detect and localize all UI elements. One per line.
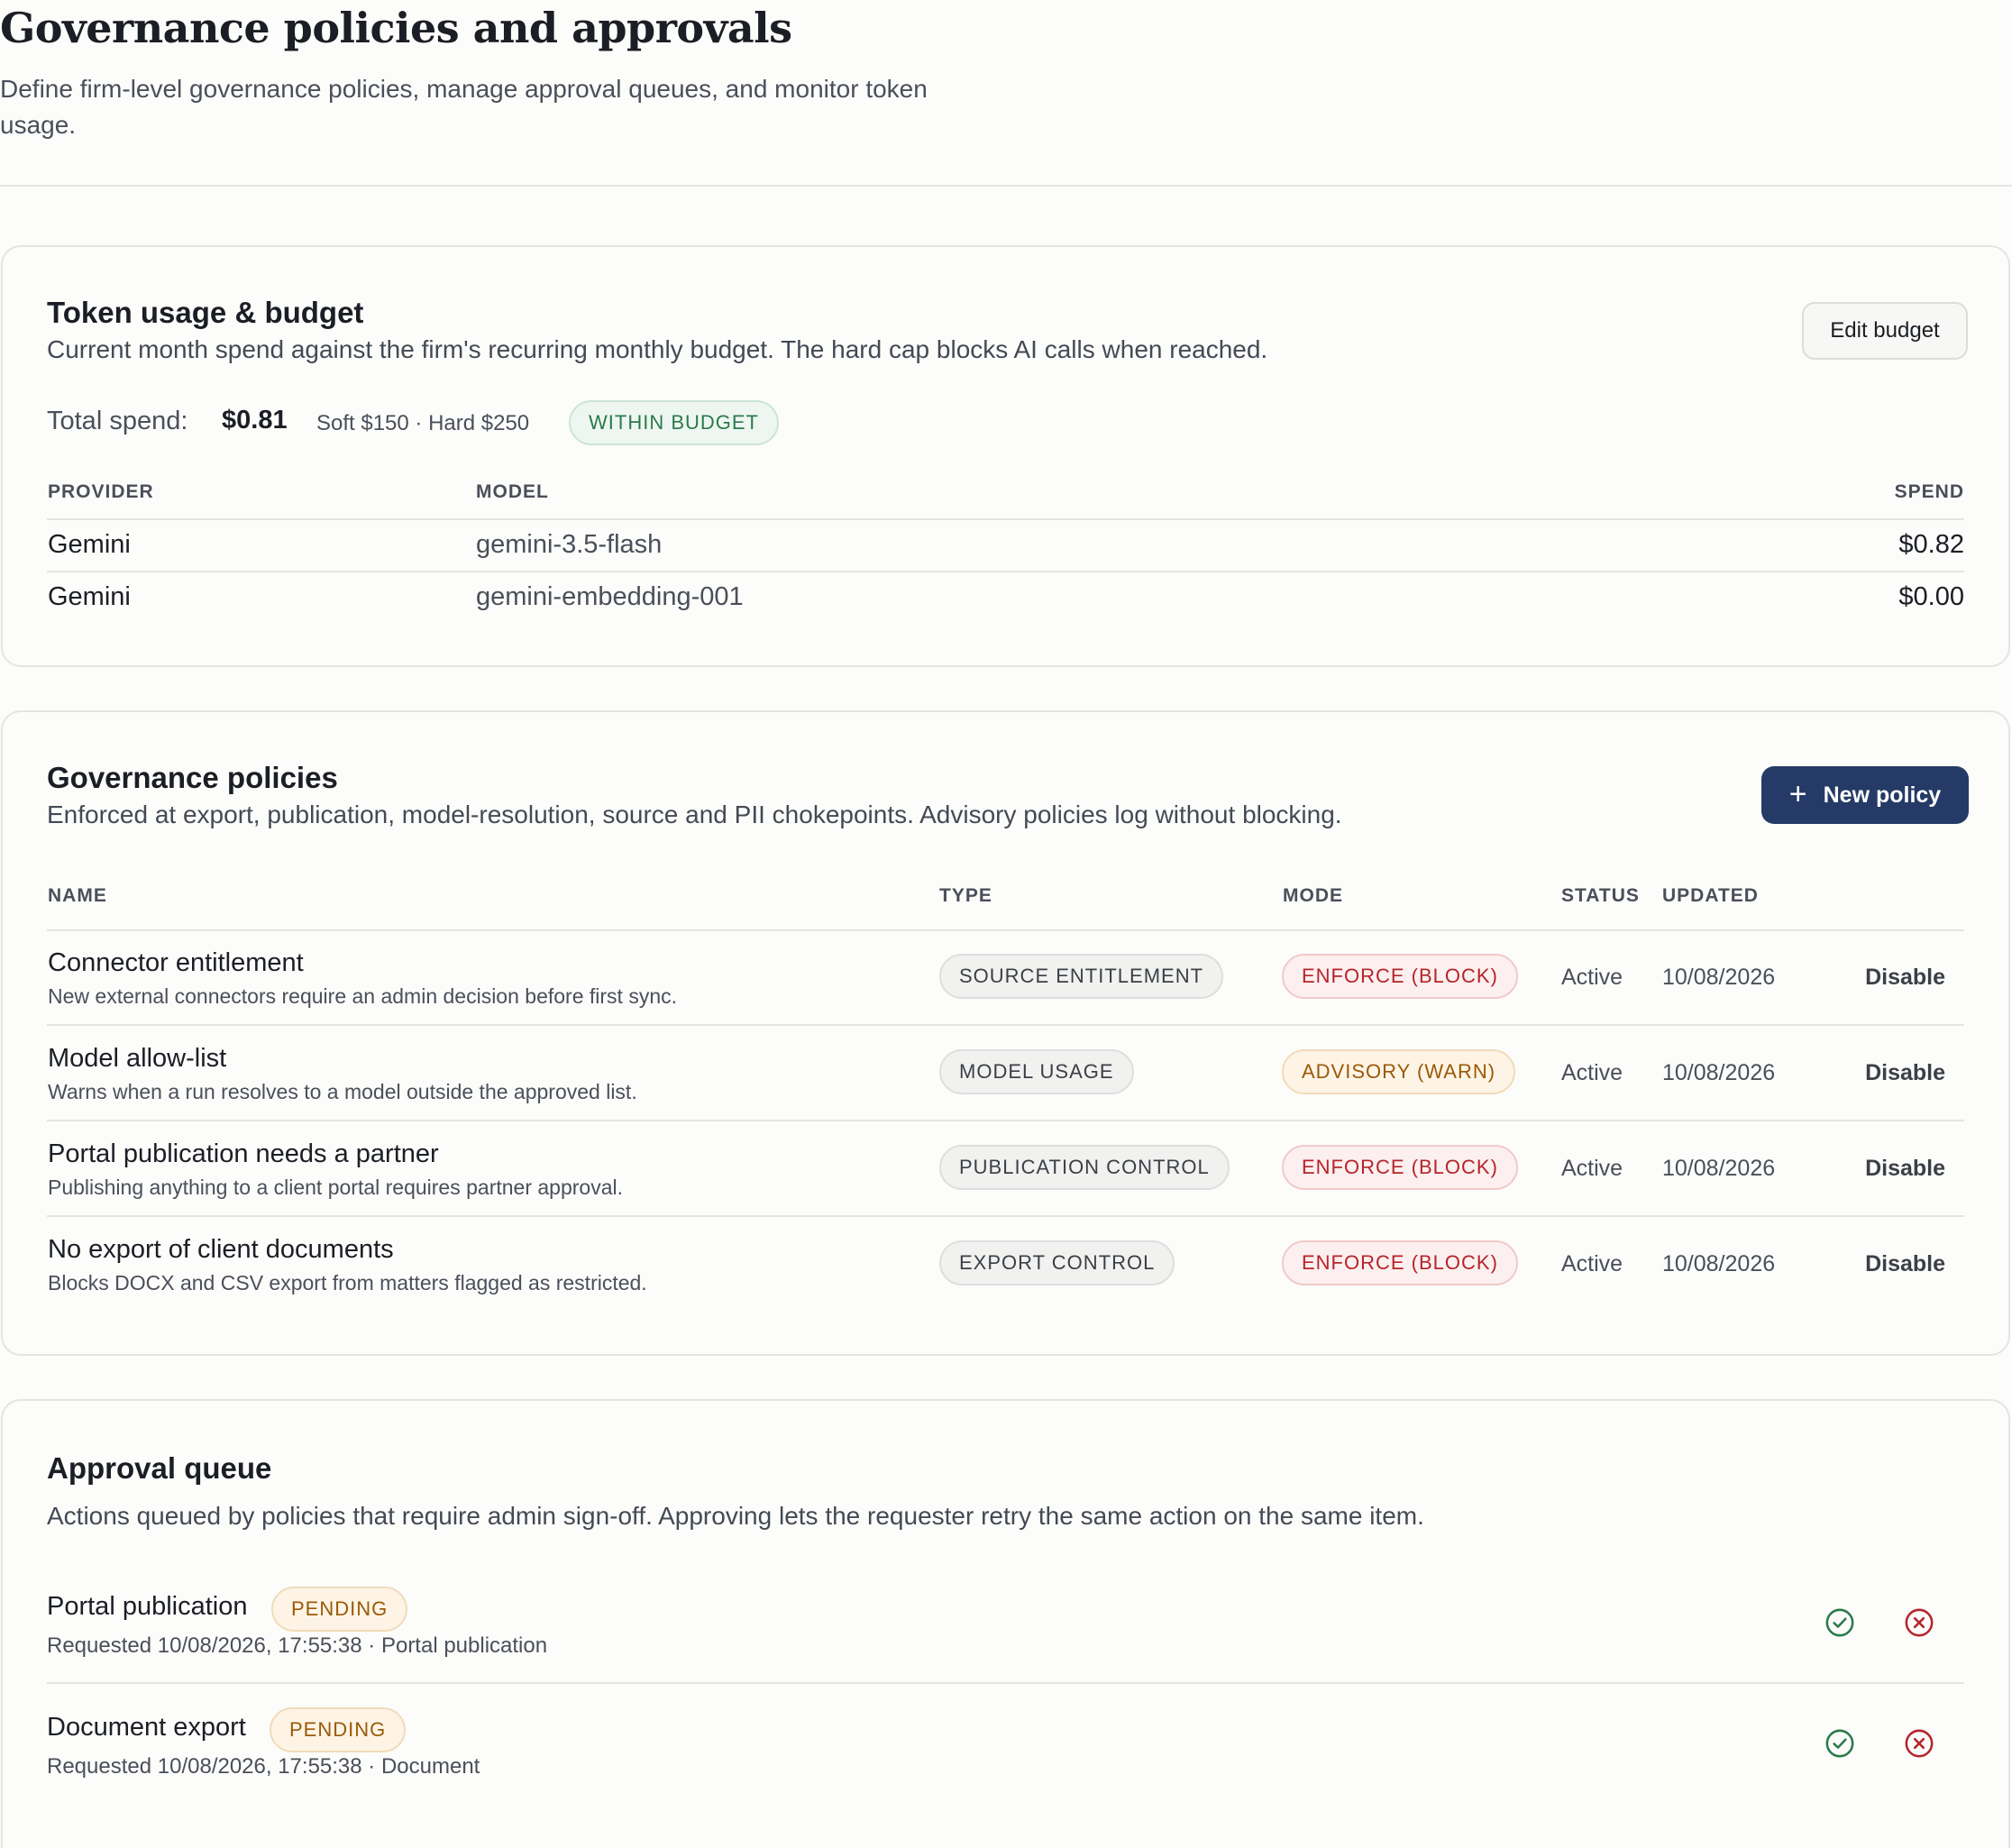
queue-title: Approval queue <box>47 1451 272 1485</box>
policy-type-badge: PUBLICATION CONTROL <box>939 1145 1230 1190</box>
policy-name: Model allow-list <box>48 1044 227 1073</box>
policies-description: Enforced at export, publication, model-r… <box>47 800 1342 828</box>
policy-description: New external connectors require an admin… <box>48 984 678 1008</box>
budget-card: Token usage & budget Current month spend… <box>1 245 2010 667</box>
col-model: MODEL <box>476 481 549 502</box>
policy-status: Active <box>1561 1060 1623 1085</box>
plus-icon: + <box>1788 776 1807 811</box>
policy-type-badge: SOURCE ENTITLEMENT <box>939 954 1224 999</box>
policies-card: Governance policies Enforced at export, … <box>1 710 2010 1356</box>
col-type: TYPE <box>939 885 992 906</box>
policy-name: Portal publication needs a partner <box>48 1139 439 1168</box>
disable-policy-button[interactable]: Disable <box>1865 1156 1945 1181</box>
spend-cell: $0.82 <box>1898 530 1964 559</box>
approval-queue-card: Approval queue Actions queued by policie… <box>1 1399 2010 1848</box>
provider-cell: Gemini <box>48 530 131 559</box>
policy-description: Publishing anything to a client portal r… <box>48 1176 623 1199</box>
queue-item-meta: Requested 10/08/2026, 17:55:38 · Portal … <box>47 1633 548 1658</box>
x-circle-icon[interactable] <box>1904 1607 1934 1638</box>
policy-mode-badge: ADVISORY (WARN) <box>1282 1049 1516 1094</box>
col-status: STATUS <box>1561 885 1640 906</box>
col-mode: MODE <box>1283 885 1343 906</box>
pending-badge: PENDING <box>271 1587 408 1632</box>
divider <box>47 518 1964 520</box>
page-header: Governance policies and approvals Define… <box>0 0 2012 187</box>
budget-limits: Soft $150 · Hard $250 <box>316 411 530 435</box>
model-cell: gemini-3.5-flash <box>476 530 663 559</box>
policy-updated: 10/08/2026 <box>1662 1156 1776 1181</box>
policy-updated: 10/08/2026 <box>1662 1251 1776 1276</box>
queue-item-title: Document export <box>47 1713 246 1742</box>
divider <box>47 1024 1964 1026</box>
col-updated: UPDATED <box>1662 885 1759 906</box>
check-circle-icon[interactable] <box>1825 1728 1855 1759</box>
new-policy-label: New policy <box>1823 782 1942 808</box>
budget-status-badge: WITHIN BUDGET <box>569 400 779 445</box>
divider <box>47 1682 1964 1684</box>
divider <box>47 1215 1964 1217</box>
policy-status: Active <box>1561 1156 1623 1181</box>
policies-title: Governance policies <box>47 761 338 794</box>
policy-name: Connector entitlement <box>48 948 304 977</box>
budget-title: Token usage & budget <box>47 296 364 329</box>
policy-status: Active <box>1561 965 1623 990</box>
model-cell: gemini-embedding-001 <box>476 582 744 611</box>
budget-description: Current month spend against the firm's r… <box>47 335 1268 363</box>
queue-item-title: Portal publication <box>47 1592 248 1621</box>
policy-type-badge: EXPORT CONTROL <box>939 1240 1175 1285</box>
check-circle-icon[interactable] <box>1825 1607 1855 1638</box>
pending-badge: PENDING <box>270 1707 407 1752</box>
col-provider: PROVIDER <box>48 481 154 502</box>
new-policy-button[interactable]: + New policy <box>1761 766 1969 824</box>
edit-budget-button[interactable]: Edit budget <box>1802 302 1968 360</box>
disable-policy-button[interactable]: Disable <box>1865 965 1945 990</box>
provider-cell: Gemini <box>48 582 131 611</box>
col-name: NAME <box>48 885 107 906</box>
page-title: Governance policies and approvals <box>0 4 792 52</box>
total-spend-label: Total spend: <box>47 407 188 435</box>
col-spend: SPEND <box>1894 481 1964 502</box>
policy-mode-badge: ENFORCE (BLOCK) <box>1282 1240 1518 1285</box>
policy-updated: 10/08/2026 <box>1662 1060 1776 1085</box>
policy-mode-badge: ENFORCE (BLOCK) <box>1282 954 1518 999</box>
policy-description: Warns when a run resolves to a model out… <box>48 1080 637 1103</box>
policy-mode-badge: ENFORCE (BLOCK) <box>1282 1145 1518 1190</box>
policy-updated: 10/08/2026 <box>1662 965 1776 990</box>
disable-policy-button[interactable]: Disable <box>1865 1060 1945 1085</box>
page-subtitle: Define firm-level governance policies, m… <box>0 75 928 139</box>
disable-policy-button[interactable]: Disable <box>1865 1251 1945 1276</box>
x-circle-icon[interactable] <box>1904 1728 1934 1759</box>
divider <box>47 1120 1964 1121</box>
queue-item-meta: Requested 10/08/2026, 17:55:38 · Documen… <box>47 1754 480 1779</box>
divider <box>47 571 1964 572</box>
policy-type-badge: MODEL USAGE <box>939 1049 1134 1094</box>
spend-cell: $0.00 <box>1898 582 1964 611</box>
divider <box>47 929 1964 931</box>
queue-description: Actions queued by policies that require … <box>47 1502 1424 1530</box>
policy-status: Active <box>1561 1251 1623 1276</box>
policy-description: Blocks DOCX and CSV export from matters … <box>48 1271 647 1295</box>
total-spend-value: $0.81 <box>222 406 288 435</box>
policy-name: No export of client documents <box>48 1235 394 1264</box>
